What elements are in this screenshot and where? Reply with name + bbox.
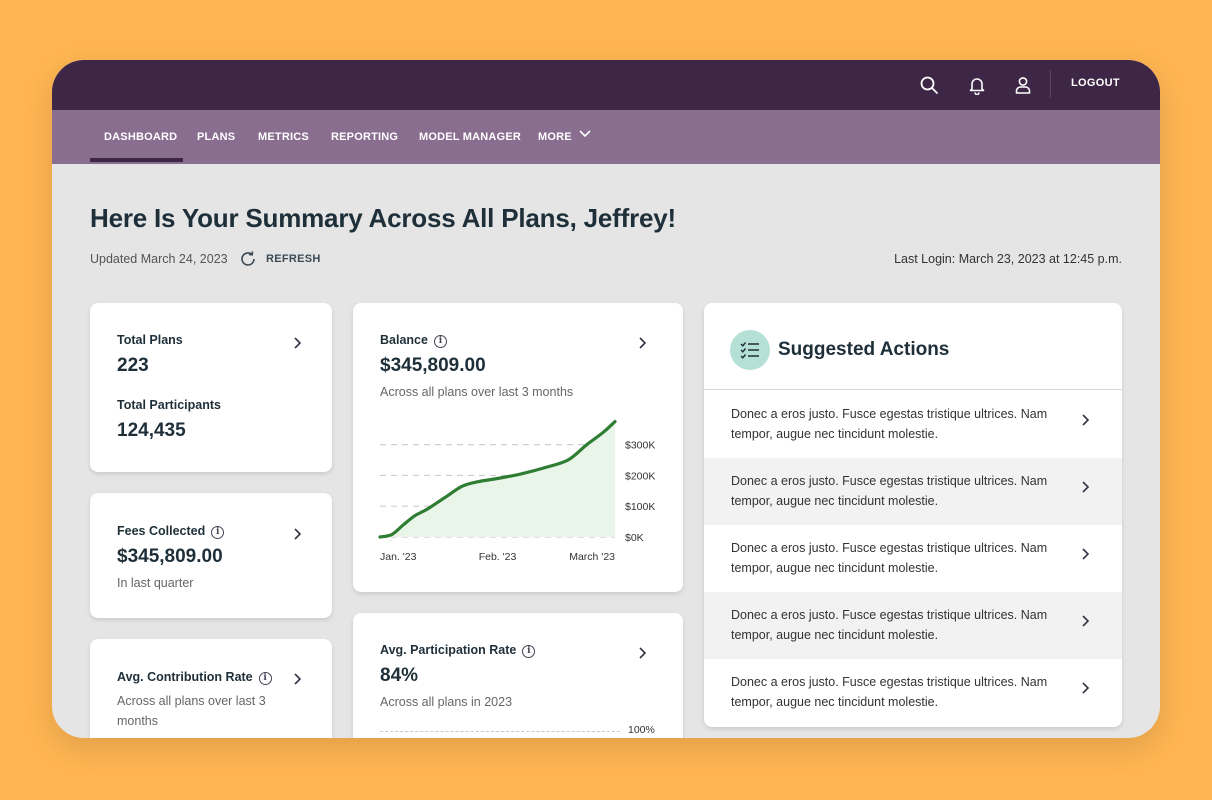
nav-more[interactable]: MORE bbox=[538, 131, 572, 143]
logout-button[interactable]: LOGOUT bbox=[1071, 77, 1120, 89]
suggested-action-item[interactable]: Donec a eros justo. Fusce egestas tristi… bbox=[704, 458, 1122, 525]
suggested-actions-title: Suggested Actions bbox=[778, 339, 950, 360]
totals-card[interactable]: Total Plans 223 Total Participants 124,4… bbox=[90, 303, 332, 472]
topbar-divider bbox=[1050, 70, 1051, 98]
info-icon[interactable]: i bbox=[211, 525, 225, 539]
app-window: LOGOUT DASHBOARD PLANS METRICS REPORTING… bbox=[52, 60, 1160, 738]
total-participants-value: 124,435 bbox=[117, 420, 186, 441]
nav-active-indicator bbox=[90, 158, 183, 162]
suggested-action-text: Donec a eros justo. Fusce egestas tristi… bbox=[731, 407, 1048, 441]
refresh-button[interactable]: REFRESH bbox=[266, 253, 321, 265]
participation-gridline bbox=[380, 731, 620, 732]
chart-x-tick-label: Jan. '23 bbox=[380, 551, 417, 563]
participation-sub: Across all plans in 2023 bbox=[380, 695, 513, 709]
fees-value: $345,809.00 bbox=[117, 546, 223, 567]
fees-sub: In last quarter bbox=[117, 576, 194, 590]
nav-dashboard[interactable]: DASHBOARD bbox=[104, 131, 178, 143]
nav-metrics[interactable]: METRICS bbox=[258, 131, 309, 143]
suggested-action-text: Donec a eros justo. Fusce egestas tristi… bbox=[731, 608, 1048, 642]
chart-y-tick-label: $200K bbox=[625, 470, 655, 482]
info-icon[interactable]: i bbox=[522, 644, 536, 658]
nav-reporting[interactable]: REPORTING bbox=[331, 131, 399, 143]
chevron-right-icon[interactable] bbox=[1082, 414, 1090, 426]
search-icon[interactable] bbox=[916, 72, 942, 98]
chart-series-line bbox=[378, 419, 617, 539]
total-participants-label: Total Participants bbox=[117, 398, 221, 412]
participation-card[interactable]: Avg. Participation Rate i 84% Across all … bbox=[353, 613, 683, 738]
divider bbox=[704, 389, 1122, 390]
main-nav: DASHBOARD PLANS METRICS REPORTING MODEL … bbox=[52, 110, 1160, 164]
chevron-right-icon[interactable] bbox=[294, 337, 302, 349]
chart-y-tick-label: $100K bbox=[625, 501, 655, 513]
chart-x-tick-label: March '23 bbox=[569, 551, 615, 563]
chevron-down-icon[interactable] bbox=[579, 130, 591, 138]
balance-value: $345,809.00 bbox=[380, 355, 486, 376]
info-icon[interactable]: i bbox=[433, 334, 447, 348]
user-icon[interactable] bbox=[1010, 72, 1036, 98]
balance-sub: Across all plans over last 3 months bbox=[380, 385, 574, 399]
updated-date: Updated March 24, 2023 bbox=[90, 252, 228, 266]
chevron-right-icon[interactable] bbox=[1082, 682, 1090, 694]
chevron-right-icon[interactable] bbox=[639, 337, 647, 349]
contribution-sub: Across all plans over last 3 months bbox=[117, 694, 266, 728]
contribution-card[interactable]: Avg. Contribution Rate i Across all plans… bbox=[90, 639, 332, 738]
suggested-action-item[interactable]: Donec a eros justo. Fusce egestas tristi… bbox=[704, 659, 1122, 726]
chevron-right-icon[interactable] bbox=[1082, 615, 1090, 627]
fees-label: Fees Collected i bbox=[117, 524, 225, 539]
nav-plans[interactable]: PLANS bbox=[197, 131, 236, 143]
nav-model-manager[interactable]: MODEL MANAGER bbox=[419, 131, 522, 143]
chart-x-tick-label: Feb. '23 bbox=[479, 551, 517, 563]
chevron-right-icon[interactable] bbox=[1082, 481, 1090, 493]
participation-value: 84% bbox=[380, 665, 419, 686]
last-login: Last Login: March 23, 2023 at 12:45 p.m. bbox=[894, 252, 1122, 266]
suggested-action-item[interactable]: Donec a eros justo. Fusce egestas tristi… bbox=[704, 592, 1122, 659]
chevron-right-icon[interactable] bbox=[294, 673, 302, 685]
suggested-action-text: Donec a eros justo. Fusce egestas tristi… bbox=[731, 675, 1048, 709]
suggested-action-item[interactable]: Donec a eros justo. Fusce egestas tristi… bbox=[704, 525, 1122, 592]
chart-y-tick-label: $300K bbox=[625, 440, 655, 452]
suggested-action-text: Donec a eros justo. Fusce egestas tristi… bbox=[731, 541, 1048, 575]
checklist-icon bbox=[730, 330, 770, 370]
fees-card[interactable]: Fees Collected i $345,809.00 In last quar… bbox=[90, 493, 332, 618]
chevron-right-icon[interactable] bbox=[1082, 548, 1090, 560]
bell-icon[interactable] bbox=[964, 72, 990, 98]
participation-axis-top: 100% bbox=[628, 724, 655, 736]
balance-card[interactable]: Balance i $345,809.00 Across all plans ov… bbox=[353, 303, 683, 592]
chevron-right-icon[interactable] bbox=[294, 528, 302, 540]
total-plans-value: 223 bbox=[117, 355, 149, 376]
suggested-actions-card: Suggested Actions Donec a eros justo. Fu… bbox=[704, 303, 1122, 727]
balance-chart: $0K $100K $200K $300K Jan. '23 Feb. '23 March … bbox=[378, 419, 655, 563]
participation-label: Avg. Participation Rate i bbox=[380, 643, 536, 658]
page-title: Here Is Your Summary Across All Plans, J… bbox=[90, 203, 676, 233]
refresh-icon[interactable] bbox=[238, 249, 258, 269]
chart-y-tick-label: $0K bbox=[625, 532, 644, 544]
suggested-action-item[interactable]: Donec a eros justo. Fusce egestas tristi… bbox=[704, 391, 1122, 458]
total-plans-label: Total Plans bbox=[117, 333, 183, 347]
contribution-label: Avg. Contribution Rate i bbox=[117, 670, 272, 685]
top-bar: LOGOUT bbox=[52, 60, 1160, 110]
info-icon[interactable]: i bbox=[258, 671, 272, 685]
chevron-right-icon[interactable] bbox=[639, 647, 647, 659]
suggested-action-text: Donec a eros justo. Fusce egestas tristi… bbox=[731, 474, 1048, 508]
balance-label: Balance i bbox=[380, 333, 447, 348]
